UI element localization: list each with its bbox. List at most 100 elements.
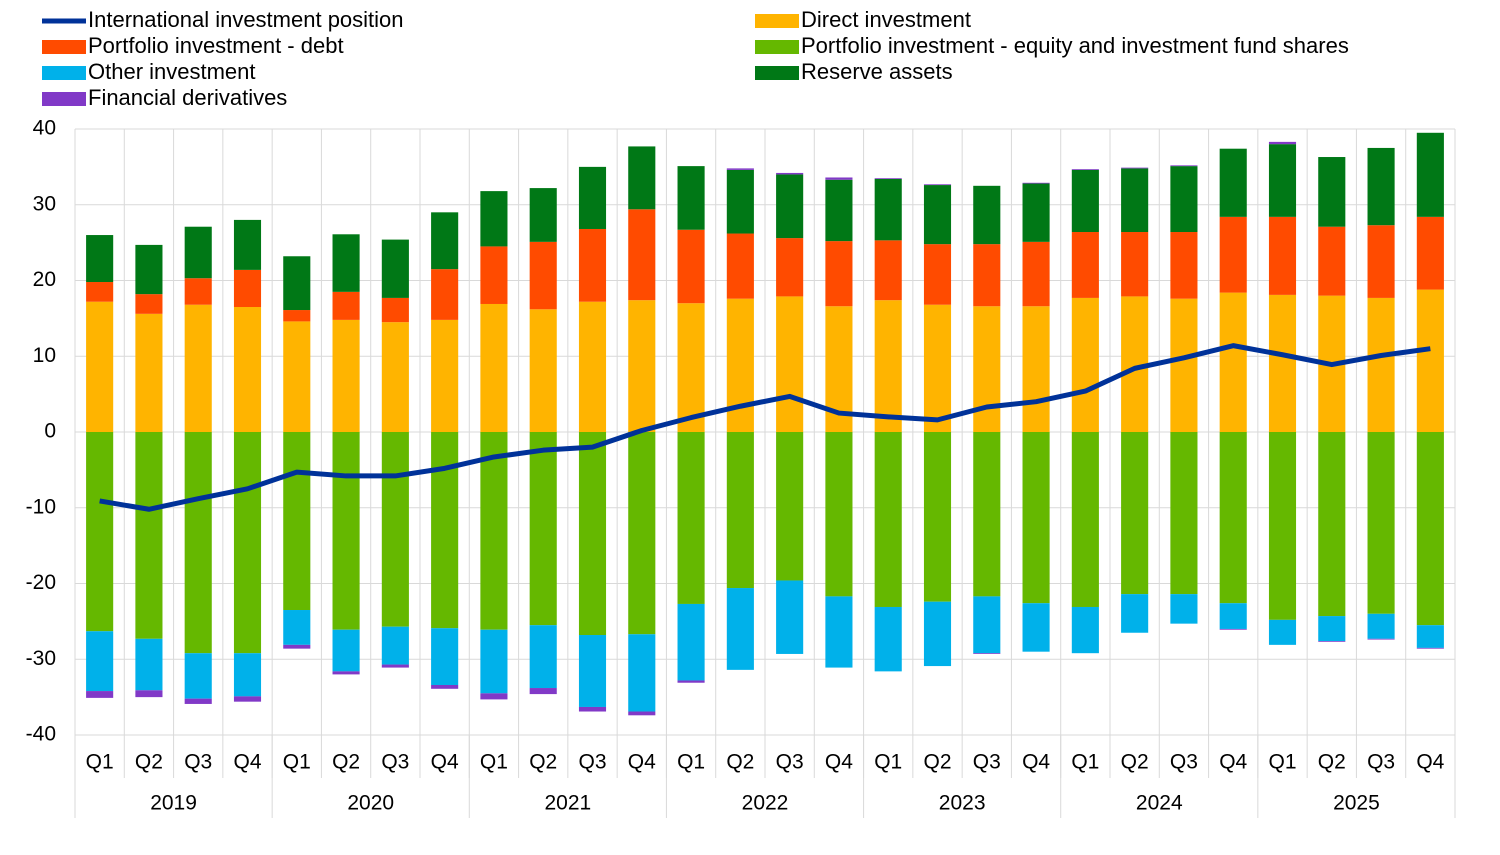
bar-segment bbox=[1022, 603, 1050, 652]
bar-segment bbox=[332, 432, 360, 630]
bar-segment bbox=[776, 174, 804, 239]
bar-segment bbox=[529, 309, 557, 432]
bar-segment bbox=[1022, 182, 1050, 184]
bar-segment bbox=[1170, 165, 1198, 167]
bar-segment bbox=[825, 432, 853, 597]
bar-segment bbox=[825, 179, 853, 242]
legend-label: Portfolio investment - debt bbox=[88, 33, 344, 58]
bar-segment bbox=[726, 233, 754, 299]
legend-swatch bbox=[755, 66, 799, 80]
bar-segment bbox=[973, 596, 1001, 654]
y-tick-label: 30 bbox=[33, 192, 56, 215]
x-tick-label: Q1 bbox=[480, 751, 508, 774]
x-tick-label: Q1 bbox=[874, 751, 902, 774]
bar-segment bbox=[332, 291, 360, 320]
bar-segment bbox=[1219, 628, 1247, 630]
x-tick-label: Q2 bbox=[923, 751, 951, 774]
bar-segment bbox=[628, 146, 656, 210]
bar-segment bbox=[431, 269, 459, 320]
bar-segment bbox=[135, 432, 163, 639]
bar-segment bbox=[628, 209, 656, 301]
bar-segment bbox=[1170, 232, 1198, 299]
bar-segment bbox=[431, 432, 459, 629]
bar-segment bbox=[184, 304, 212, 432]
bar-segment bbox=[1170, 298, 1198, 432]
x-tick-label: Q4 bbox=[1022, 751, 1050, 774]
bar-segment bbox=[1416, 216, 1444, 290]
bar-segment bbox=[1367, 613, 1395, 639]
x-tick-label: Q3 bbox=[776, 751, 804, 774]
bar-segment bbox=[825, 241, 853, 307]
bar-segment bbox=[184, 698, 212, 704]
bar-segment bbox=[1121, 232, 1149, 297]
legend-label: International investment position bbox=[88, 7, 404, 32]
bar-segment bbox=[1367, 297, 1395, 432]
bar-segment bbox=[381, 432, 409, 627]
bar-segment bbox=[480, 693, 508, 700]
year-label: 2020 bbox=[347, 792, 394, 815]
bar-segment bbox=[726, 168, 754, 170]
bar-segment bbox=[1318, 616, 1346, 642]
year-label: 2019 bbox=[150, 792, 197, 815]
bar-segment bbox=[184, 226, 212, 279]
bar-segment bbox=[381, 297, 409, 323]
bar-segment bbox=[431, 685, 459, 689]
bar-segment bbox=[233, 219, 262, 270]
bar-segment bbox=[1219, 432, 1247, 604]
x-tick-label: Q1 bbox=[1268, 751, 1296, 774]
bar-segment bbox=[381, 239, 409, 298]
bar-segment bbox=[923, 184, 952, 186]
year-label: 2021 bbox=[544, 792, 591, 815]
bar-segment bbox=[529, 188, 557, 242]
bar-segment bbox=[677, 229, 705, 304]
bar-segment bbox=[1268, 294, 1297, 432]
year-label: 2022 bbox=[742, 792, 789, 815]
bar-segment bbox=[135, 244, 163, 295]
x-tick-label: Q2 bbox=[135, 751, 163, 774]
bar-segment bbox=[1121, 594, 1149, 633]
y-tick-label: 0 bbox=[44, 420, 56, 443]
y-tick-label: 40 bbox=[33, 117, 56, 140]
bar-segment bbox=[973, 306, 1001, 432]
bar-segment bbox=[776, 432, 804, 581]
bar-segment bbox=[677, 680, 705, 683]
bar-segment bbox=[1268, 144, 1297, 217]
x-tick-label: Q1 bbox=[677, 751, 705, 774]
bar-segment bbox=[776, 580, 804, 654]
bar-segment bbox=[578, 228, 607, 302]
bar-segment bbox=[1022, 241, 1050, 307]
bar-segment bbox=[1268, 141, 1297, 145]
y-tick-label: 10 bbox=[33, 344, 56, 367]
line-series bbox=[99, 343, 1431, 512]
x-tick-label: Q3 bbox=[1367, 751, 1395, 774]
bar-segment bbox=[135, 690, 163, 698]
bar-segment bbox=[86, 235, 114, 283]
bar-segment bbox=[578, 166, 607, 229]
bar-segment bbox=[1219, 216, 1247, 293]
bar-segment bbox=[874, 432, 902, 607]
legend-swatch bbox=[42, 92, 86, 106]
y-tick-label: -40 bbox=[26, 723, 56, 746]
bar-segment bbox=[480, 246, 508, 304]
bar-segment bbox=[628, 300, 656, 432]
bar-segment bbox=[1268, 432, 1297, 620]
bar-segment bbox=[1071, 169, 1099, 233]
bar-segment bbox=[578, 706, 607, 712]
legend-label: Direct investment bbox=[801, 7, 971, 32]
x-tick-label: Q1 bbox=[86, 751, 114, 774]
bar-segment bbox=[874, 240, 902, 301]
bar-segment bbox=[283, 644, 311, 649]
x-tick-label: Q2 bbox=[332, 751, 360, 774]
bar-segment bbox=[923, 304, 952, 432]
bar-segment bbox=[1318, 157, 1346, 227]
bar-segment bbox=[86, 631, 114, 692]
bar-segment bbox=[1071, 606, 1099, 654]
bar-segment bbox=[1022, 306, 1050, 432]
bar-segment bbox=[874, 300, 902, 432]
year-label: 2024 bbox=[1136, 792, 1183, 815]
y-tick-label: -20 bbox=[26, 571, 56, 594]
x-tick-label: Q2 bbox=[529, 751, 557, 774]
bar-segment bbox=[973, 185, 1001, 245]
bar-segment bbox=[332, 671, 360, 675]
bar-segment bbox=[529, 241, 557, 310]
